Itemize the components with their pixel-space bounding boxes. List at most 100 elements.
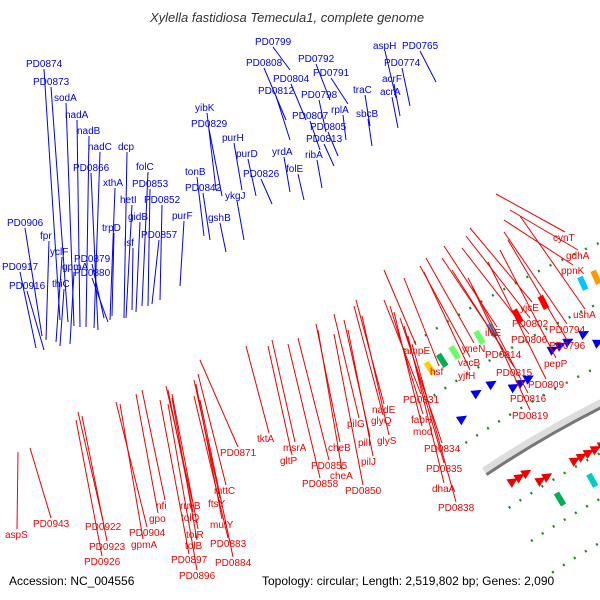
gene-label-forward: PD0792 [298, 54, 335, 65]
gene-label-reverse: yjcE [520, 303, 539, 314]
leader-line-forward [196, 176, 205, 237]
gene-label-reverse: ruvB [180, 501, 201, 512]
gene-label-forward: yclF [50, 247, 68, 258]
gene-label-forward: PD0917 [2, 262, 39, 273]
leader-line-reverse [81, 415, 108, 542]
gene-label-forward: PD0916 [9, 281, 46, 292]
gene-label-reverse: mutY [210, 520, 234, 531]
gene-label-forward: ribA [305, 150, 323, 161]
leader-line-forward [219, 222, 227, 253]
leader-line-forward [393, 83, 401, 117]
gene-label-reverse: fabH [411, 415, 432, 426]
gene-label-forward: PD0804 [273, 74, 310, 85]
leader-line-reverse [333, 333, 364, 486]
gene-arrow [506, 478, 518, 488]
gene-label-forward: PD0798 [301, 90, 338, 101]
leader-line-reverse [115, 401, 148, 528]
feature-block [511, 308, 524, 324]
gene-arrow [507, 384, 519, 394]
gene-label-reverse: PD0816 [510, 394, 547, 405]
gene-arrow [592, 339, 600, 349]
leader-line-reverse [509, 209, 579, 251]
gene-label-reverse: PD0871 [220, 448, 257, 459]
gene-label-forward: PD0826 [243, 169, 280, 180]
gene-label-forward: gidB [128, 212, 148, 223]
gene-label-reverse: PD0922 [85, 522, 122, 533]
gene-label-forward: yibK [195, 103, 215, 114]
gene-label-reverse: PD0819 [512, 411, 549, 422]
gene-features [423, 269, 600, 507]
gene-label-forward: dcp [118, 142, 135, 153]
gene-label-reverse: ilvE [485, 328, 501, 339]
gene-label-forward: PD0879 [74, 254, 111, 265]
leader-line-reverse [271, 339, 296, 443]
gene-label-reverse: pilI [358, 438, 371, 449]
gene-label-forward: traC [353, 85, 372, 96]
leader-line-forward [316, 159, 323, 189]
leader-line-reverse [361, 315, 390, 436]
gene-label-reverse: gpmA [131, 540, 157, 551]
gene-label-reverse: PD0858 [302, 479, 339, 490]
gene-arrow [562, 338, 574, 348]
gene-label-forward: PD0842 [185, 183, 222, 194]
gene-label-reverse: PD0904 [129, 528, 166, 539]
leader-line-reverse [119, 403, 144, 540]
leader-line-forward [202, 192, 211, 241]
gene-label-reverse: cheA [330, 471, 353, 482]
gene-arrow [522, 375, 534, 385]
leader-line-reverse [393, 311, 423, 427]
gene-label-reverse: PD0815 [496, 368, 533, 379]
leader-line-reverse [519, 215, 586, 310]
gene-label-reverse: gltP [280, 456, 298, 467]
leader-line-reverse [199, 359, 239, 448]
leader-line-reverse [333, 313, 360, 419]
gene-label-forward: PD0873 [33, 77, 70, 88]
gene-label-reverse: tolQ [181, 513, 200, 524]
leader-line-forward [131, 247, 134, 311]
feature-block [590, 269, 600, 285]
gene-label-reverse: PD0806 [511, 335, 548, 346]
leader-line-forward [323, 143, 335, 167]
gene-label-forward: acrA [380, 87, 401, 98]
gene-label-forward: aspH [373, 41, 396, 52]
gene-label-forward: PD0812 [258, 86, 295, 97]
leader-line-forward [85, 135, 90, 328]
leader-line-reverse [193, 395, 229, 539]
leader-line-forward [141, 171, 149, 307]
gene-label-reverse: pilJ [361, 457, 376, 468]
gene-label-forward: nadC [88, 142, 112, 153]
gene-label-reverse: mttC [214, 486, 235, 497]
gene-label-forward: sbcB [356, 109, 379, 120]
leader-line-reverse [347, 329, 374, 457]
gene-label-forward: nadA [65, 110, 89, 121]
accession-text: Accession: NC_004556 [9, 574, 135, 588]
leader-line-reverse [389, 305, 424, 415]
gene-label-forward: folE [286, 164, 304, 175]
leader-line-forward [159, 204, 163, 301]
leader-line-forward [123, 151, 128, 319]
leader-line-reverse [495, 193, 566, 233]
leader-line-forward [391, 96, 399, 129]
leader-line-reverse [317, 329, 343, 471]
gene-arrow [470, 389, 482, 400]
leader-line-forward [91, 263, 105, 319]
leader-line-reverse [171, 397, 198, 541]
leader-line-forward [384, 50, 397, 99]
leader-line-reverse [443, 245, 498, 328]
leader-line-reverse [503, 231, 568, 325]
gene-label-forward: PD0906 [7, 218, 44, 229]
leader-line-reverse [77, 411, 104, 522]
leader-line-forward [109, 187, 116, 321]
leader-line-forward [315, 63, 331, 101]
gene-arrow [455, 415, 467, 426]
gene-label-reverse: cynT [553, 233, 575, 244]
gene-arrow [541, 473, 553, 483]
gene-label-reverse: dhaA [432, 484, 456, 495]
gene-label-forward: PD0813 [306, 134, 343, 145]
leader-line-forward [69, 271, 75, 345]
gene-label-forward: PD0852 [144, 195, 181, 206]
gene-label-reverse: PD0943 [33, 519, 70, 530]
leader-line-forward [247, 158, 257, 197]
leader-line-forward [419, 50, 437, 83]
